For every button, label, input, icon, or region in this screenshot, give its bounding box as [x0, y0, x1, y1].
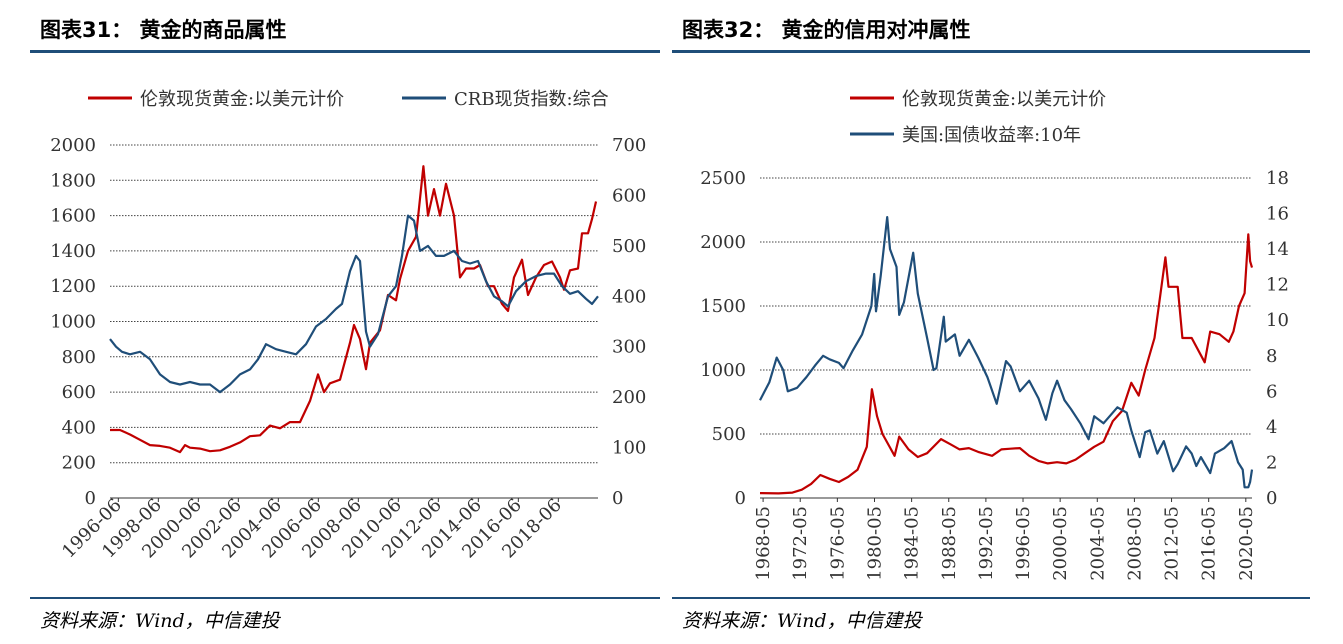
y-left-tick-label: 400 — [62, 417, 96, 438]
left-chart-svg: 2000180016001400120010008006004002000700… — [50, 89, 646, 562]
left-source-note: 资料来源：Wind，中信建投 — [40, 610, 280, 632]
legend-label: 美国:国债收益率:10年 — [902, 125, 1081, 146]
y-right-tick-label: 4 — [1266, 417, 1277, 438]
y-right-tick-label: 2 — [1266, 452, 1277, 473]
y-right-tick-label: 6 — [1266, 381, 1277, 402]
y-left-tick-label: 1500 — [700, 296, 746, 317]
x-tick-label: 2012-05 — [1162, 506, 1183, 581]
gold-price-line — [110, 165, 598, 454]
x-tick-label: 2000-05 — [1050, 506, 1071, 581]
y-right-tick-label: 18 — [1266, 168, 1289, 189]
treasury-yield-line — [759, 216, 1254, 489]
right-chart-panel: 图表32： 黄金的信用对冲属性 2500 2000 1500 1000 500 0 18 16… — [672, 0, 1343, 644]
y-left-tick-label: 1800 — [50, 170, 96, 191]
y-right-tick-label: 400 — [612, 286, 646, 307]
left-chart-panel: 图表31： 黄金的商品属性 2000 1800 1600 1400 1200 1000 80… — [30, 18, 660, 632]
y-right-tick-label: 14 — [1266, 239, 1289, 260]
y-left-tick-label: 0 — [735, 488, 746, 509]
y-left-tick-label: 2000 — [700, 232, 746, 253]
x-tick-label: 2004-05 — [1087, 506, 1108, 581]
x-tick-label: 1988-05 — [939, 506, 960, 581]
y-left-tick-label: 0 — [85, 488, 96, 509]
gold-price-line — [759, 233, 1254, 495]
right-source-rule — [672, 597, 1310, 599]
right-source-note: 资料来源：Wind，中信建投 — [682, 610, 922, 632]
y-right-tick-label: 500 — [612, 236, 646, 257]
legend-label: 伦敦现货黄金:以美元计价 — [140, 89, 344, 110]
x-tick-label: 1976-05 — [827, 506, 848, 581]
y-left-tick-label: 1600 — [50, 206, 96, 227]
y-right-tick-label: 0 — [612, 488, 623, 509]
y-left-tick-label: 800 — [62, 347, 96, 368]
y-right-tick-label: 100 — [612, 438, 646, 459]
y-left-tick-label: 600 — [62, 382, 96, 403]
left-source-rule — [30, 597, 660, 599]
legend-label: CRB现货指数:综合 — [454, 89, 609, 110]
y-left-tick-label: 500 — [712, 424, 746, 445]
right-chart-svg: 2500 2000 1500 1000 500 0 18 16 14 12 10 8 6 4 2 0 1968-… — [700, 89, 1289, 581]
y-right-tick-label: 16 — [1266, 204, 1289, 225]
x-tick-label: 1980-05 — [864, 506, 885, 581]
x-tick-label: 2016-05 — [1199, 506, 1220, 581]
x-tick-label: 2020-05 — [1236, 506, 1257, 581]
y-left-tick-label: 1000 — [700, 360, 746, 381]
y-left-tick-label: 1400 — [50, 241, 96, 262]
left-title-rule — [30, 50, 660, 53]
right-chart-title: 图表32： 黄金的信用对冲属性 — [682, 18, 971, 42]
x-tick-label: 1984-05 — [902, 506, 923, 581]
y-right-tick-label: 600 — [612, 185, 646, 206]
y-right-tick-label: 300 — [612, 337, 646, 358]
y-left-tick-label: 2000 — [50, 135, 96, 156]
legend-label: 伦敦现货黄金:以美元计价 — [902, 89, 1106, 110]
y-right-tick-label: 10 — [1266, 310, 1289, 331]
y-left-tick-label: 1200 — [50, 276, 96, 297]
x-tick-label: 1968-05 — [753, 506, 774, 581]
x-tick-label: 2008-05 — [1124, 506, 1145, 581]
y-left-tick-label: 200 — [62, 453, 96, 474]
y-right-tick-label: 200 — [612, 387, 646, 408]
x-tick-label: 1992-05 — [976, 506, 997, 581]
y-right-tick-label: 0 — [1266, 488, 1277, 509]
x-tick-label: 1996-05 — [1013, 506, 1034, 581]
y-left-tick-label: 1000 — [50, 312, 96, 333]
y-right-tick-label: 700 — [612, 135, 646, 156]
crb-index-line — [109, 214, 599, 394]
right-title-rule — [672, 50, 1310, 53]
y-left-tick-label: 2500 — [700, 168, 746, 189]
y-right-tick-label: 8 — [1266, 346, 1277, 367]
x-tick-label: 1972-05 — [790, 506, 811, 581]
left-chart-title: 图表31： 黄金的商品属性 — [40, 18, 287, 42]
y-right-tick-label: 12 — [1266, 275, 1289, 296]
